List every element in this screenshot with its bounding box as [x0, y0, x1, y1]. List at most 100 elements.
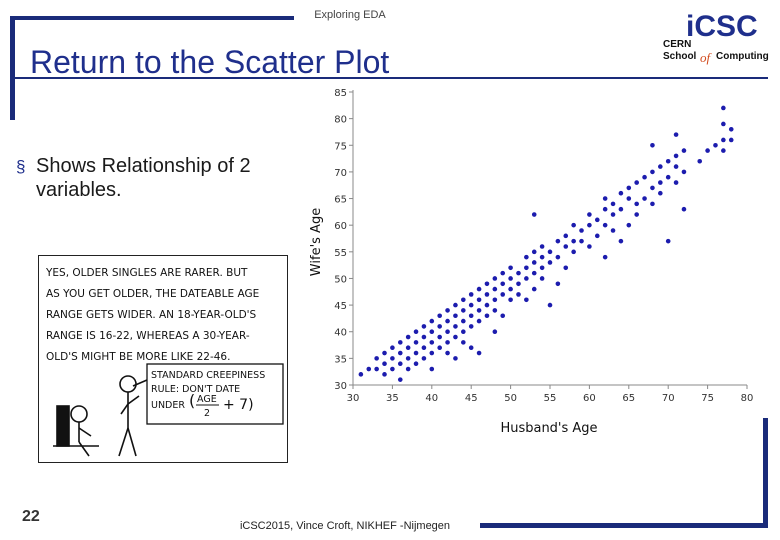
data-point	[476, 297, 482, 303]
title-underline	[10, 77, 768, 79]
data-point	[429, 318, 435, 324]
data-point	[728, 137, 734, 143]
data-point	[524, 254, 529, 260]
logo-line-computing: Computing	[716, 51, 769, 62]
data-point	[571, 249, 576, 255]
x-axis-label: Husband's Age	[500, 421, 597, 436]
data-point	[492, 308, 498, 313]
data-point	[476, 308, 482, 313]
data-point	[571, 238, 576, 244]
data-point	[413, 350, 419, 356]
data-point	[721, 121, 726, 127]
x-tick-label: 45	[465, 393, 478, 404]
data-point	[476, 350, 482, 356]
y-tick-group: 30 35 40 45 50 55 60 65 70 75 80 85	[334, 88, 353, 392]
data-point	[555, 254, 561, 260]
y-tick-label: 60	[334, 221, 347, 232]
formula-numerator: AGE	[197, 394, 217, 405]
data-point	[516, 270, 521, 276]
icsc-logo: iCSC CERN School of Computing	[663, 10, 769, 65]
y-tick-label: 45	[334, 301, 347, 312]
data-point	[539, 265, 545, 271]
logo-wordmark: iCSC	[686, 10, 758, 43]
data-point	[531, 286, 537, 292]
data-point	[531, 249, 537, 255]
data-point	[571, 222, 576, 228]
header-kicker: Exploring EDA	[314, 9, 386, 21]
data-point	[429, 366, 435, 372]
data-point	[468, 345, 474, 351]
data-point	[602, 222, 608, 228]
formula-paren-icon: (	[189, 391, 195, 410]
data-point	[587, 244, 592, 249]
accent-bar-bottom-right-horizontal	[480, 523, 768, 528]
data-point	[634, 201, 639, 207]
data-point	[539, 276, 545, 281]
data-point	[468, 324, 474, 329]
data-point-group	[358, 105, 734, 382]
bullet-text: Shows Relationship of 2 variables.	[36, 155, 251, 201]
data-point	[445, 308, 450, 313]
accent-bar-bottom-right-vertical	[763, 418, 768, 528]
data-point	[437, 313, 442, 319]
data-point	[437, 324, 442, 329]
comic-caption-line: YES, OLDER SINGLES ARE RARER. BUT	[45, 267, 248, 279]
data-point	[468, 302, 474, 308]
data-point	[547, 260, 553, 265]
data-point	[626, 222, 632, 228]
data-point	[492, 286, 498, 292]
logo-line-cern: CERN	[663, 39, 691, 50]
data-point	[453, 356, 458, 361]
data-point	[413, 361, 419, 366]
data-point	[697, 158, 703, 164]
accent-bar-left	[10, 16, 15, 120]
data-point	[673, 164, 679, 169]
data-point	[421, 345, 427, 351]
data-point	[681, 169, 687, 175]
data-point	[445, 329, 450, 335]
data-point	[721, 148, 726, 153]
y-tick-label: 40	[334, 328, 347, 339]
data-point	[461, 297, 466, 303]
data-point	[421, 324, 427, 329]
data-point	[461, 308, 466, 313]
data-point	[413, 329, 419, 335]
data-point	[508, 286, 513, 292]
data-point	[650, 201, 655, 207]
x-tick-label: 40	[425, 393, 438, 404]
data-point	[468, 292, 474, 297]
data-point	[445, 350, 450, 356]
logo-line-school: School	[663, 51, 697, 62]
data-point	[405, 334, 411, 340]
data-point	[531, 270, 537, 276]
data-point	[713, 142, 718, 148]
data-point	[681, 206, 687, 212]
data-point	[358, 372, 364, 377]
data-point	[563, 244, 569, 249]
x-tick-label: 80	[741, 393, 754, 404]
data-point	[618, 238, 624, 244]
data-point	[673, 153, 679, 159]
data-point	[508, 265, 513, 271]
data-point	[539, 244, 545, 249]
data-point	[539, 254, 545, 260]
data-point	[390, 366, 395, 372]
data-point	[461, 318, 466, 324]
x-tick-label: 35	[386, 393, 399, 404]
data-point	[484, 302, 490, 308]
x-tick-label: 30	[347, 393, 360, 404]
data-point	[500, 292, 506, 297]
data-point	[665, 158, 671, 164]
formula-tail: + 7)	[223, 397, 254, 413]
data-point	[658, 190, 663, 196]
data-point	[461, 329, 466, 335]
y-tick-label: 30	[334, 381, 347, 392]
data-point	[650, 142, 655, 148]
data-point	[453, 302, 458, 308]
data-point	[728, 126, 734, 132]
x-tick-label: 60	[583, 393, 596, 404]
data-point	[484, 292, 490, 297]
data-point	[634, 212, 639, 217]
data-point	[524, 265, 529, 271]
page-number: 22	[22, 508, 40, 525]
